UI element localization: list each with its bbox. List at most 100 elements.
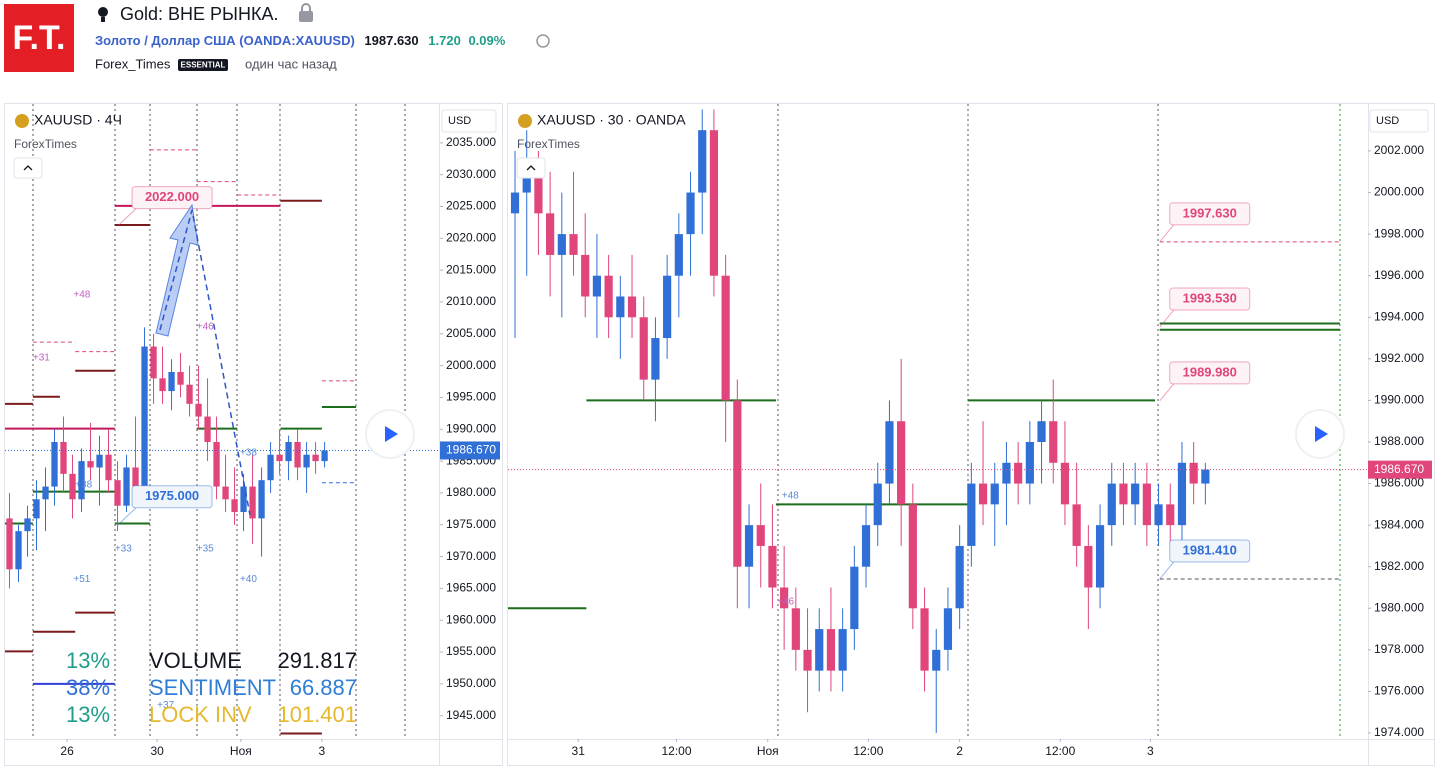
- candle-body: [42, 486, 49, 500]
- symbol[interactable]: (OANDA:XAUUSD): [239, 33, 355, 48]
- x-tick-label: 3: [319, 744, 326, 758]
- candle-body: [780, 587, 789, 609]
- collapse-icon: [526, 165, 536, 171]
- candle-body: [1201, 469, 1210, 484]
- candle-body: [885, 421, 894, 484]
- chart-subtitle: ForexTimes: [517, 137, 580, 151]
- callout-tint: [132, 485, 213, 508]
- candle-body: [803, 649, 812, 671]
- collapse-button[interactable]: [13, 157, 43, 179]
- candle-body: [978, 483, 988, 505]
- candle-body: [1107, 483, 1116, 526]
- y-tick-label: 1970.000: [446, 549, 496, 563]
- logo[interactable]: [4, 4, 74, 72]
- alarm-icon[interactable]: [536, 34, 550, 48]
- candle-body: [838, 629, 847, 671]
- candle-body: [1060, 462, 1070, 505]
- callout-label: 1975.000: [145, 488, 199, 503]
- callout-label: 1997.630: [1183, 205, 1237, 220]
- candle-body: [195, 403, 202, 417]
- candle-body: [186, 384, 193, 404]
- x-tick-label: 12:00: [661, 744, 691, 758]
- right-panel: [507, 103, 1435, 766]
- candle-body: [150, 346, 157, 379]
- candle-body: [873, 483, 882, 526]
- candle-body: [177, 371, 184, 385]
- currency-box[interactable]: [1369, 109, 1429, 133]
- price: 1987.630: [364, 33, 418, 48]
- collapse-button[interactable]: [516, 157, 546, 179]
- symbol-icon: [518, 114, 532, 128]
- y-tick-label: 1960.000: [446, 612, 496, 626]
- currency-box[interactable]: [441, 109, 497, 133]
- candle-body: [231, 499, 238, 513]
- instrument[interactable]: Золото / Доллар США: [95, 33, 236, 48]
- candle-body: [1177, 462, 1187, 526]
- candle-body: [651, 338, 660, 380]
- candle-body: [132, 467, 139, 487]
- candle-body: [312, 454, 319, 462]
- callout-tail: [1159, 383, 1175, 402]
- candle-body: [686, 192, 695, 235]
- candle-body: [768, 545, 777, 588]
- y-tick-label: 1976.000: [1374, 684, 1424, 698]
- stat-pct: 38%: [66, 675, 110, 700]
- idea-title: Gold: ВНЕ РЫНКА.: [120, 4, 278, 24]
- level-mark: +40: [240, 574, 257, 585]
- candle-body: [321, 450, 328, 462]
- candle-body: [932, 649, 941, 671]
- y-tick-label: 2010.000: [446, 294, 496, 308]
- y-tick-label: 1975.000: [446, 517, 496, 531]
- callout-label: 1993.530: [1183, 290, 1237, 305]
- candle-body: [557, 234, 566, 255]
- y-tick-label: 1990.000: [1374, 393, 1424, 407]
- candle-body: [1095, 525, 1105, 588]
- y-tick-label: 1950.000: [446, 676, 496, 690]
- stat-name: VOLUME: [149, 648, 242, 673]
- candle-body: [815, 629, 824, 671]
- left-panel: [4, 103, 503, 766]
- callout-tail: [1159, 224, 1175, 243]
- candle-body: [1037, 421, 1046, 442]
- candle-body: [96, 454, 103, 468]
- callout-tint: [1169, 288, 1250, 311]
- candle-body: [967, 483, 976, 546]
- candle-body: [51, 442, 58, 487]
- y-tick-label: 1990.000: [446, 421, 496, 435]
- candle-body: [285, 442, 292, 462]
- callout-label: 1989.980: [1183, 364, 1237, 379]
- y-tick-label: 1980.000: [446, 485, 496, 499]
- callout-box: [1169, 361, 1251, 385]
- currency-label: USD: [448, 115, 471, 127]
- x-tick-label: 2: [956, 744, 963, 758]
- x-tick-label: 31: [572, 744, 586, 758]
- badge: [178, 59, 228, 71]
- candle-body: [581, 254, 590, 297]
- level-mark: +48: [73, 290, 90, 301]
- candle-body: [303, 454, 310, 468]
- callout-tint: [1169, 361, 1250, 384]
- candle-body: [204, 416, 211, 443]
- author[interactable]: Forex_Times: [95, 56, 171, 71]
- stat-pct: 13%: [66, 648, 110, 673]
- candle-body: [258, 480, 265, 519]
- candle-body: [1166, 504, 1175, 526]
- y-tick-label: 2000.000: [446, 358, 496, 372]
- badge-text: ESSENTIAL: [181, 61, 226, 70]
- candle-body: [627, 296, 637, 318]
- last-price-tag: [1368, 460, 1432, 479]
- y-tick-label: 1986.000: [1374, 476, 1424, 490]
- candle-body: [240, 486, 247, 513]
- callout-box: [131, 485, 213, 509]
- currency-label: USD: [1376, 115, 1399, 127]
- candle-body: [1142, 483, 1151, 526]
- chart-title: XAUUSD · 4Ч: [34, 112, 122, 128]
- callout-label: 1981.410: [1183, 542, 1237, 557]
- candle-body: [1189, 462, 1198, 484]
- y-tick-label: 1978.000: [1374, 642, 1424, 656]
- candle-body: [123, 467, 130, 506]
- play-icon: [385, 426, 398, 442]
- candle-body: [569, 234, 578, 255]
